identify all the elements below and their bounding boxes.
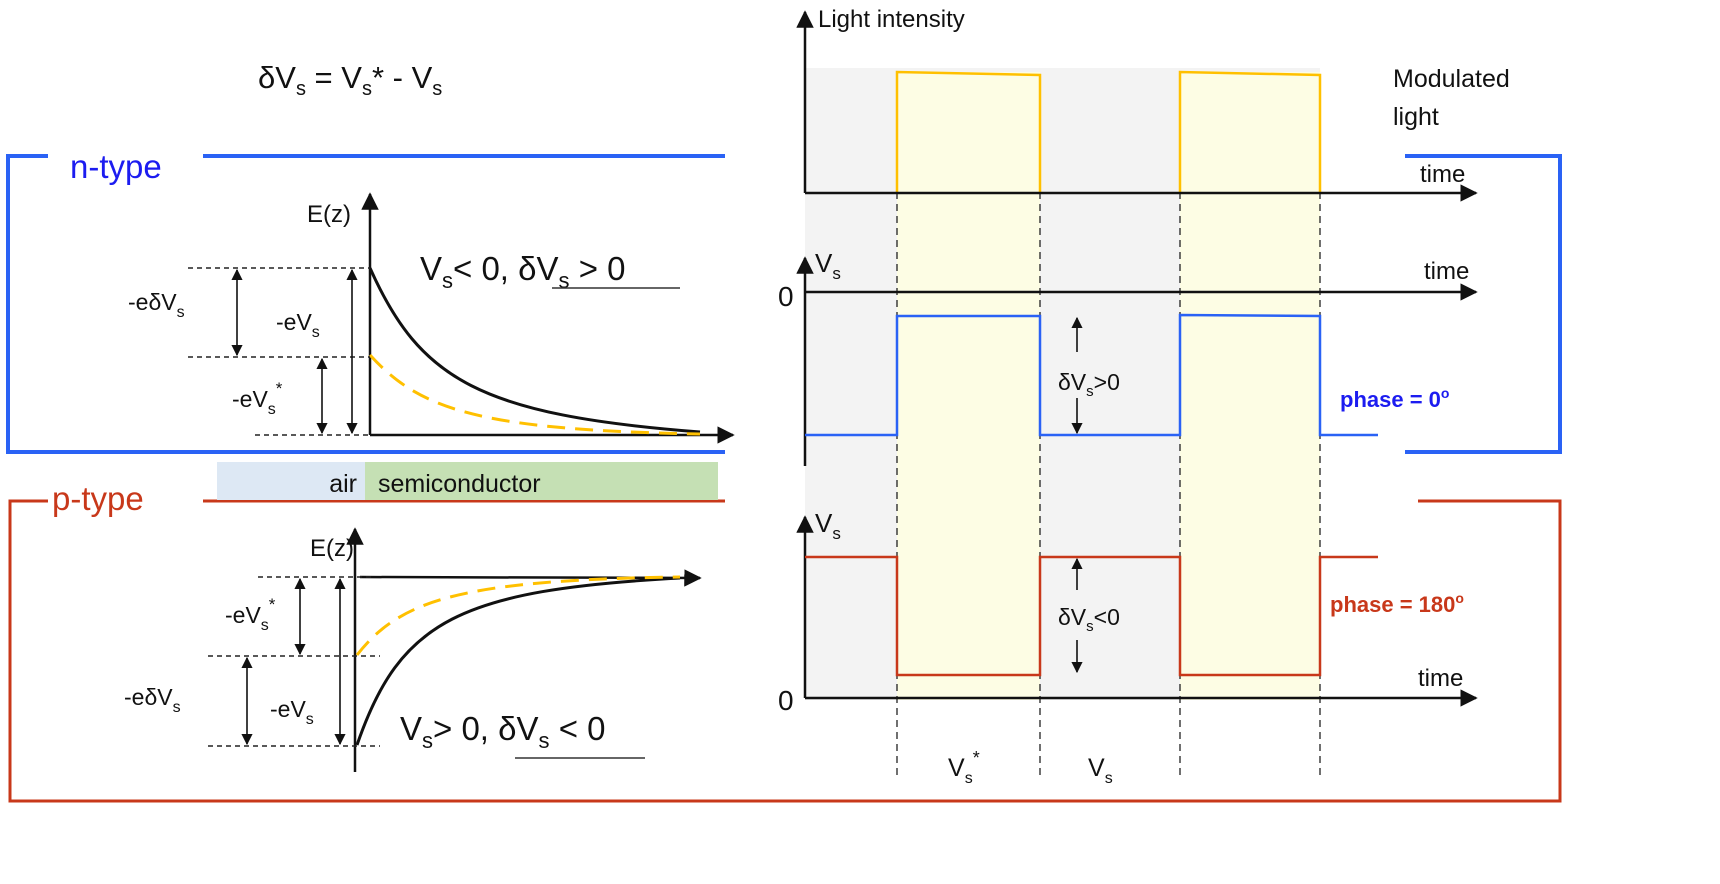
p-zero-label: 0	[778, 685, 794, 716]
air-region	[217, 462, 365, 500]
formula: δVs = Vs* - Vs	[258, 60, 442, 100]
p-vs-panel	[796, 515, 1478, 707]
p-label-e-vs: -eVs	[270, 696, 314, 728]
illuminated-period-label: Vs*	[948, 748, 980, 787]
illuminated-period-1	[897, 72, 1040, 700]
light-x-label: time	[1420, 161, 1465, 188]
light-legend: Modulated light	[1393, 65, 1510, 131]
illuminated-period-2	[1180, 72, 1320, 700]
n-condition: Vs< 0, δVs > 0	[420, 250, 626, 293]
air-label: air	[329, 470, 357, 498]
light-pulse-2	[1178, 70, 1322, 192]
n-label-e-vs-star: -eVs*	[232, 379, 283, 418]
n-label-e-delta-vs: -eδVs	[128, 289, 185, 321]
p-label-e-delta-vs: -eδVs	[124, 684, 181, 716]
p-delta-label: δVs<0	[1058, 604, 1120, 635]
n-type-band-diagram	[188, 192, 735, 444]
n-phase-label: phase = 0o	[1340, 385, 1449, 412]
dark-period-label: Vs	[1088, 754, 1113, 787]
n-time-label: time	[1424, 258, 1469, 285]
semiconductor-label: semiconductor	[378, 470, 541, 498]
p-phase-label: phase = 180o	[1330, 590, 1464, 617]
band-dark-curve	[355, 576, 681, 746]
p-label-e-vs-star: -eVs*	[225, 595, 276, 634]
n-delta-label: δVs>0	[1058, 369, 1120, 400]
n-vs-panel	[796, 256, 1478, 466]
n-zero-label: 0	[778, 281, 794, 312]
n-vs-label: Vs	[815, 248, 841, 283]
n-type-title: n-type	[70, 148, 162, 185]
p-vs-trace	[805, 555, 1378, 677]
band-illuminated-curve	[355, 575, 681, 656]
p-condition: Vs> 0, δVs < 0	[400, 710, 606, 753]
n-vs-trace	[805, 313, 1378, 437]
n-energy-axis-label: E(z)	[307, 201, 351, 228]
p-type-frame	[8, 499, 1562, 803]
p-type-title: p-type	[52, 480, 144, 517]
p-vs-label: Vs	[815, 508, 841, 543]
p-energy-axis-label: E(z)	[310, 535, 354, 562]
light-y-label: Light intensity	[818, 6, 965, 33]
n-type-frame	[6, 154, 1562, 454]
semiconductor-region	[365, 462, 718, 500]
band-illuminated-curve	[368, 353, 701, 436]
n-label-e-vs: -eVs	[276, 309, 320, 341]
light-intensity-panel	[796, 10, 1478, 202]
p-type-band-diagram	[208, 527, 702, 772]
depth-axis	[359, 569, 702, 587]
period-separators	[896, 192, 1321, 775]
light-pulse-1	[895, 70, 1042, 192]
p-time-label: time	[1418, 665, 1463, 692]
band-dark-curve	[368, 267, 701, 434]
